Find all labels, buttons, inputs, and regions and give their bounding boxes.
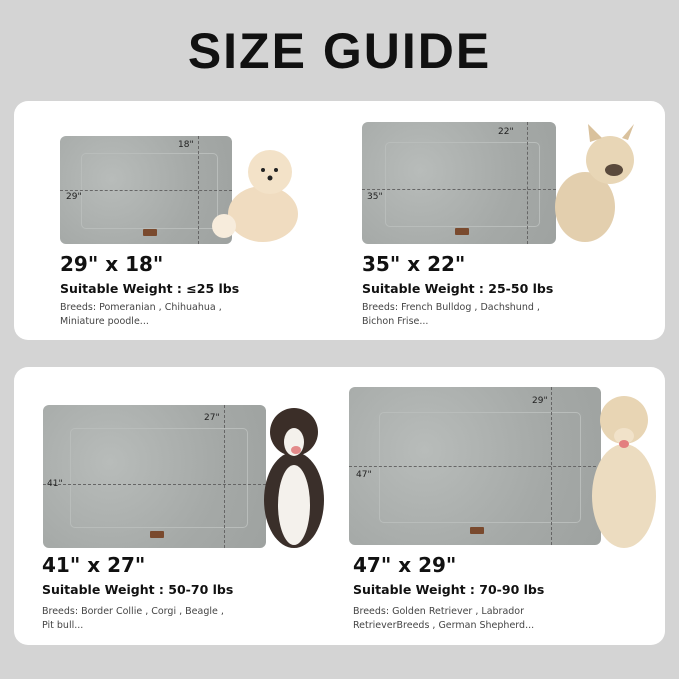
breeds-line: Bichon Frise... [362,316,429,327]
breeds-line: RetrieverBreeds , German Shepherd... [353,620,535,631]
border-collie-image [264,408,324,548]
height-dimension-label: 18" [178,140,194,150]
height-dimension-label: 27" [204,413,220,423]
breeds-line: Breeds: Golden Retriever , Labrador [353,606,525,617]
weight-label: Suitable Weight : 70-90 lbs [353,582,545,597]
width-dimension-label: 29" [66,192,82,202]
height-dimension-label: 29" [532,396,548,406]
breeds-line: Breeds: Border Collie , Corgi , Beagle , [42,606,224,617]
size-label: 41" x 27" [42,553,146,577]
breeds-text: Breeds: French Bulldog , Dachshund , Bich… [362,301,582,329]
breeds-line: Pit bull... [42,620,84,631]
labrador-image [592,396,656,548]
pomeranian-dog-image [212,150,298,242]
breeds-text: Breeds: Border Collie , Corgi , Beagle ,… [42,605,262,633]
mat-image-47x29 [349,387,601,545]
size-label: 47" x 29" [353,553,457,577]
mat-image-41x27 [43,405,266,548]
size-label: 29" x 18" [60,252,164,276]
page-title: SIZE GUIDE [187,23,492,79]
weight-label: Suitable Weight : 25-50 lbs [362,281,554,296]
breeds-text: Breeds: Pomeranian , Chihuahua , Miniatur… [60,301,280,329]
breeds-line: Miniature poodle... [60,316,149,327]
height-dimension-label: 22" [498,127,514,137]
weight-label: Suitable Weight : ≤25 lbs [60,281,240,296]
width-dimension-label: 35" [367,192,383,202]
mat-image-35x22 [362,122,556,244]
breeds-line: Breeds: French Bulldog , Dachshund , [362,302,540,313]
french-bulldog-image [555,124,634,242]
size-label: 35" x 22" [362,252,466,276]
width-dimension-label: 47" [356,470,372,480]
breeds-line: Breeds: Pomeranian , Chihuahua , [60,302,222,313]
mat-image-29x18 [60,136,232,244]
width-dimension-label: 41" [47,479,63,489]
breeds-text: Breeds: Golden Retriever , Labrador Retri… [353,605,573,633]
weight-label: Suitable Weight : 50-70 lbs [42,582,234,597]
